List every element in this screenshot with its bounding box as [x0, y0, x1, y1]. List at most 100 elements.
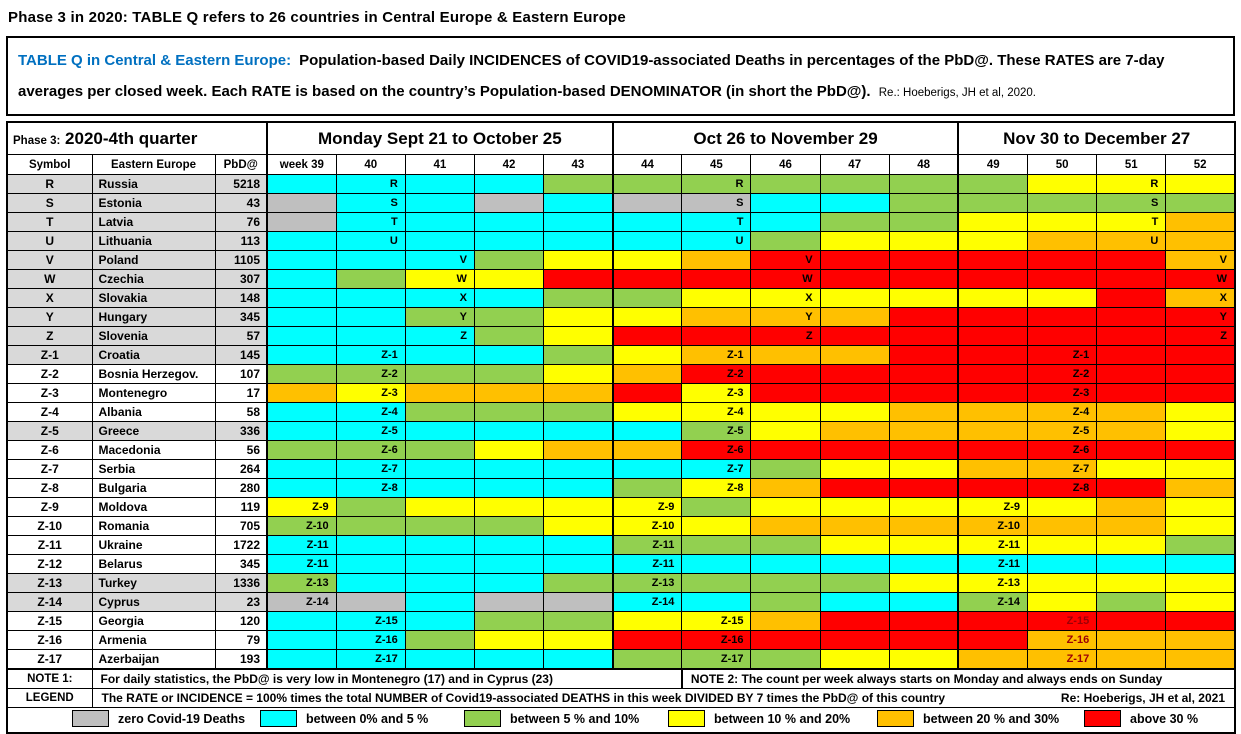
row-Z-12: Z-12 Belarus 345 Z-11 Z-11 Z-11	[6, 554, 1236, 574]
cell-Z-16-w49	[957, 630, 1029, 650]
cell-Z-12-w45	[681, 554, 752, 574]
cell-Z-11-w50	[1027, 535, 1098, 555]
cell-Z-10-w44: Z-10	[611, 516, 683, 536]
cell-X-w44	[611, 288, 683, 308]
row-Z-13: Z-13 Turkey 1336 Z-13 Z-13 Z-13	[6, 573, 1236, 593]
cell-Z-17-w52	[1165, 649, 1236, 670]
cell-Z-17-w42	[473, 649, 545, 670]
cell-Y-w47	[819, 307, 890, 327]
cell-Z-8-w41	[404, 478, 475, 498]
cell-Z-8-w52	[1165, 478, 1236, 498]
pbd-cell: 58	[214, 402, 268, 422]
cell-Z-5-w48	[888, 421, 959, 441]
pbd-cell: 76	[214, 212, 268, 232]
cell-R-w52	[1165, 174, 1236, 194]
cell-Z-4-w47	[819, 402, 890, 422]
period-header-row: Phase 3: 2020-4th quarter Monday Sept 21…	[6, 121, 1236, 155]
cell-Z-13-w44: Z-13	[611, 573, 683, 593]
cty-cell: Belarus	[91, 554, 216, 574]
cell-Y-w42	[473, 307, 545, 327]
week-header-41: 41	[404, 154, 475, 175]
cell-Z-16-w51	[1096, 630, 1167, 650]
cell-Z-11-w52	[1165, 535, 1236, 555]
cell-V-w46: V	[750, 250, 821, 270]
cell-S-w52	[1165, 193, 1236, 213]
cell-T-w47	[819, 212, 890, 232]
cell-Z-8-w47	[819, 478, 890, 498]
cell-V-w43	[543, 250, 614, 270]
cell-Z-7-w48	[888, 459, 959, 479]
cell-S-w44	[611, 193, 683, 213]
cell-Z-w47	[819, 326, 890, 346]
cell-Z-14-w51	[1096, 592, 1167, 612]
row-Z-5: Z-5 Greece 336 Z-5 Z-5 Z-5	[6, 421, 1236, 441]
cty-cell: Cyprus	[91, 592, 216, 612]
cell-Z-14-w43	[543, 592, 614, 612]
cell-Z-5-w41	[404, 421, 475, 441]
cell-U-w40: U	[335, 231, 406, 251]
cell-Z-1-w41	[404, 345, 475, 365]
cell-Z-3-w52	[1165, 383, 1236, 403]
legend-swatch	[1084, 710, 1121, 727]
cell-Z-15-w52	[1165, 611, 1236, 631]
cell-Z-w46: Z	[750, 326, 821, 346]
sym-cell: Y	[6, 307, 93, 327]
cell-T-w50	[1027, 212, 1098, 232]
row-U: U Lithuania 113 U U U	[6, 231, 1236, 251]
cell-Y-w40	[335, 307, 406, 327]
cell-Z-4-w51	[1096, 402, 1167, 422]
week-header-39: week 39	[265, 154, 337, 175]
cell-Z-10-w52	[1165, 516, 1236, 536]
pbd-cell: 113	[214, 231, 268, 251]
sym-cell: Z-5	[6, 421, 93, 441]
cell-R-w40: R	[335, 174, 406, 194]
color-legend-row: zero Covid-19 Deaths between 0% and 5 % be…	[6, 707, 1236, 734]
cell-Z-1-w43	[543, 345, 614, 365]
cell-X-w50	[1027, 288, 1098, 308]
legend-text: The RATE or INCIDENCE = 100% times the t…	[101, 691, 946, 705]
row-X: X Slovakia 148 X X X	[6, 288, 1236, 308]
cell-R-w39	[265, 174, 337, 194]
cell-Z-6-w42	[473, 440, 545, 460]
cell-Z-3-w42	[473, 383, 545, 403]
cty-cell: Slovakia	[91, 288, 216, 308]
cty-cell: Armenia	[91, 630, 216, 650]
period-1-header: Monday Sept 21 to October 25	[266, 121, 614, 155]
cty-cell: Lithuania	[91, 231, 216, 251]
pbd-cell: 57	[214, 326, 268, 346]
cell-Z-9-w51	[1096, 497, 1167, 517]
cell-Z-17-w51	[1096, 649, 1167, 670]
cell-W-w42	[473, 269, 545, 289]
cty-cell: Latvia	[91, 212, 216, 232]
cell-Z-2-w46	[750, 364, 821, 384]
cell-Z-11-w42	[473, 535, 545, 555]
cell-Y-w50	[1027, 307, 1098, 327]
table-q: Phase 3: 2020-4th quarter Monday Sept 21…	[6, 121, 1236, 734]
cell-Z-1-w49	[957, 345, 1029, 365]
legend-item: between 5 % and 10%	[464, 710, 639, 727]
pbd-cell: 264	[214, 459, 268, 479]
row-Z-9: Z-9 Moldova 119 Z-9 Z-9 Z-9	[6, 497, 1236, 517]
cell-Z-12-w46	[750, 554, 821, 574]
cell-Z-11-w51	[1096, 535, 1167, 555]
legend-swatch	[72, 710, 109, 727]
cell-Z-10-w47	[819, 516, 890, 536]
cell-Z-5-w39	[265, 421, 337, 441]
note1-text: For daily statistics, the PbD@ is very l…	[91, 668, 683, 689]
cell-Z-w50	[1027, 326, 1098, 346]
cell-Z-13-w40	[335, 573, 406, 593]
cell-Z-w41: Z	[404, 326, 475, 346]
cell-Y-w41: Y	[404, 307, 475, 327]
cell-Z-11-w48	[888, 535, 959, 555]
cell-Z-5-w46	[750, 421, 821, 441]
cell-Z-7-w46	[750, 459, 821, 479]
cell-Z-17-w43	[543, 649, 614, 670]
cell-U-w44	[611, 231, 683, 251]
cell-Z-11-w49: Z-11	[957, 535, 1029, 555]
sym-cell: Z-9	[6, 497, 93, 517]
legend-item-label: above 30 %	[1130, 711, 1199, 726]
period-3-header: Nov 30 to December 27	[957, 121, 1236, 155]
cell-Z-2-w52	[1165, 364, 1236, 384]
cell-Z-5-w43	[543, 421, 614, 441]
cell-Z-5-w42	[473, 421, 545, 441]
